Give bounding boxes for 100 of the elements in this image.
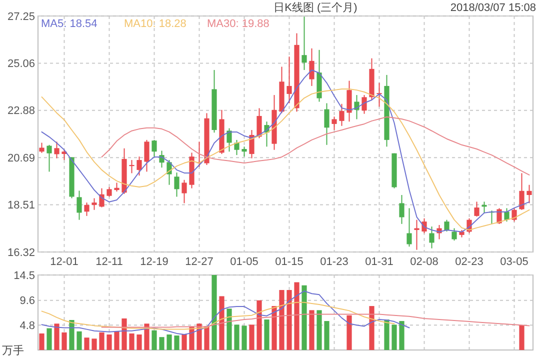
line-series [41,290,410,335]
bar [226,308,232,350]
candlestick [376,82,382,108]
candlestick [429,226,434,249]
bar [519,325,524,350]
candlestick [234,139,240,156]
candlestick [339,103,344,126]
candlestick [519,172,524,210]
bar [46,328,52,350]
bar [114,331,120,350]
bar [294,282,300,350]
bar [234,324,240,350]
candlestick [226,128,232,152]
candlestick [526,184,532,204]
y-tick-label: 9.6 [20,295,35,308]
x-tick-label: 03-05 [500,256,528,268]
y-tick-label: 4.8 [20,320,35,332]
bar [159,337,164,350]
candlestick [39,142,44,154]
y-tick-label: 14.5 [14,270,35,282]
bar [182,334,187,350]
chart-title: 日K线图 (三个月) [274,1,358,14]
candlestick [309,48,314,86]
bar [92,338,97,350]
bar [204,326,210,350]
candlestick [362,94,367,114]
x-tick-label: 12-11 [96,256,123,268]
candlestick [474,201,480,218]
bar [54,324,60,350]
candlestick [76,190,82,220]
candlestick [62,149,67,161]
line-series [101,314,530,328]
bar [256,300,262,350]
y-tick-label: 27.25 [7,10,35,23]
text: MA10: 18.28 [124,18,186,30]
bar [84,338,90,350]
bar [129,333,134,350]
y-tick-label: 20.69 [7,152,35,164]
candlestick [182,179,187,204]
bar [279,290,284,350]
bar [144,324,150,350]
bar [249,324,254,350]
bar [136,334,142,350]
bar [212,275,217,350]
candlestick [54,141,60,159]
candlestick [452,228,457,242]
x-tick-label: 12-01 [50,256,78,268]
candlestick [84,202,90,216]
candlestick [406,208,412,248]
text: MA5: 18.54 [41,18,98,30]
bar [384,319,390,350]
candlestick [444,219,450,232]
bar [76,331,82,350]
bar [316,310,322,350]
candlestick [46,144,52,172]
y-tick-label: 22.88 [7,105,35,118]
candlestick [242,146,247,158]
candlestick [399,194,404,224]
candlestick [414,219,420,250]
candlestick [482,201,487,214]
x-tick-label: 02-08 [410,256,438,268]
candlestick [302,16,307,70]
y-tick-label: 25.06 [7,58,35,70]
candlestick [99,188,104,208]
bar [309,310,314,350]
bar [324,321,330,350]
bar [106,334,112,350]
bar [272,306,277,350]
candlestick [174,172,180,198]
x-tick-label: 01-05 [230,256,258,268]
bar [152,330,157,350]
x-tick-label: 01-31 [365,256,394,268]
bar [174,336,180,350]
bar [264,319,270,350]
x-tick-label: 02-23 [455,256,484,268]
candlestick [129,160,134,174]
bar [62,332,67,350]
bar [69,320,74,350]
bar [39,333,44,350]
bar [302,285,307,350]
bar [399,321,404,350]
bar [219,296,224,350]
candlestick [136,156,142,176]
chart-subtitle: 2018/03/07 15:08 [450,2,536,14]
bar [196,324,202,350]
x-tick-label: 12-19 [140,256,168,268]
x-tick-label: 01-15 [275,256,304,268]
bar [346,315,352,350]
x-tick-label: 12-27 [185,256,214,268]
candlestick [512,208,517,222]
line-series [101,116,530,176]
y-axis-title: 万手 [2,344,24,357]
candlestick [286,56,292,104]
candlestick [346,80,352,122]
candlestick [152,139,157,158]
y-tick-label: 16.32 [7,246,35,259]
bar [392,324,397,350]
candlestick [249,130,254,159]
bar [369,306,374,350]
candlestick [256,108,262,139]
